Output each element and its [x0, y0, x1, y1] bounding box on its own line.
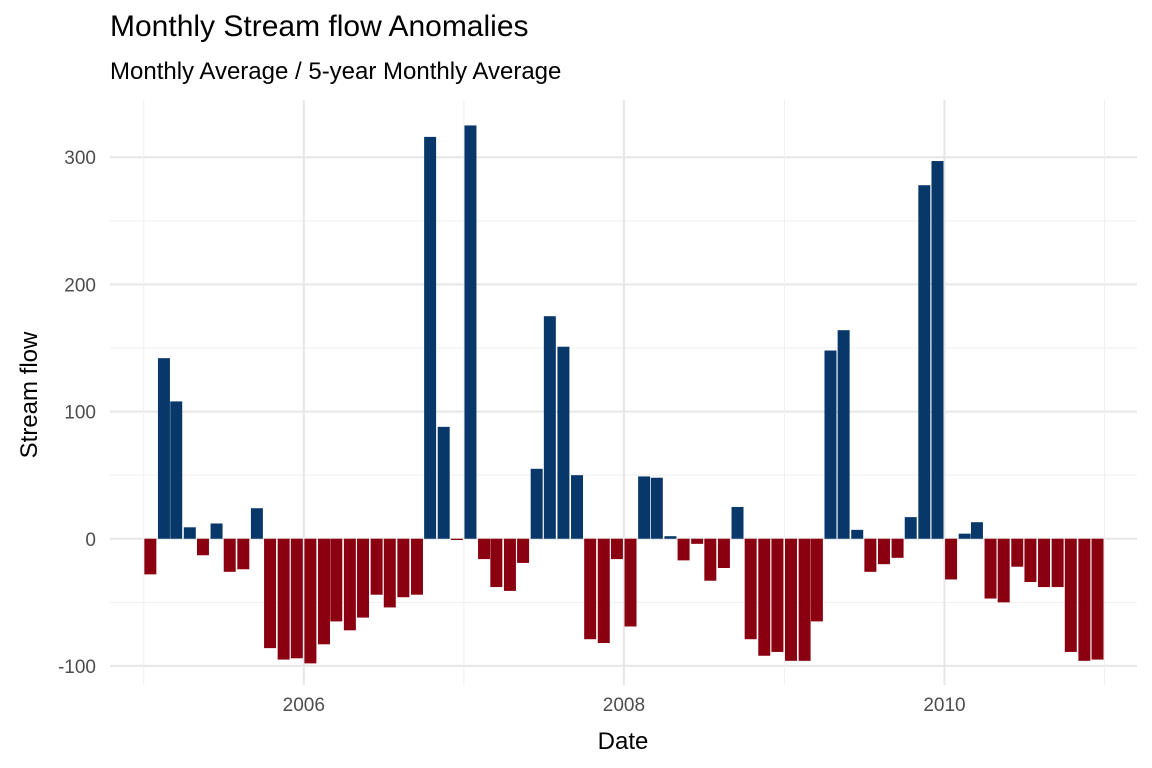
- bar-2005-10: [264, 538, 277, 649]
- bar-2008-07: [704, 538, 717, 581]
- bar-2009-08: [877, 538, 890, 565]
- bar-2006-05: [357, 538, 370, 618]
- y-tick-label: 100: [64, 403, 96, 424]
- bar-2007-02: [478, 538, 491, 560]
- bar-2006-08: [397, 538, 410, 598]
- bar-2006-09: [410, 538, 423, 595]
- bar-2009-07: [864, 538, 877, 572]
- bar-2010-06: [1011, 538, 1024, 567]
- bar-2008-12: [771, 538, 784, 652]
- bar-2006-07: [383, 538, 396, 608]
- bar-2005-08: [237, 538, 250, 570]
- bar-2008-10: [744, 538, 757, 640]
- bar-2007-03: [490, 538, 503, 588]
- y-tick-label: -100: [58, 657, 96, 678]
- bar-2007-06: [530, 468, 543, 539]
- y-tick-label: 300: [64, 148, 96, 169]
- bar-2008-05: [677, 538, 690, 561]
- bars: [144, 125, 1104, 664]
- x-tick-label: 2006: [283, 695, 325, 716]
- bar-2005-03: [170, 401, 183, 539]
- bar-2010-11: [1078, 538, 1091, 661]
- bar-2010-04: [984, 538, 997, 599]
- bar-2009-05: [837, 330, 850, 539]
- bar-2008-08: [717, 538, 730, 568]
- bar-2009-04: [824, 350, 837, 539]
- bar-2007-04: [503, 538, 516, 591]
- bar-2007-12: [610, 538, 623, 560]
- bar-2006-04: [343, 538, 356, 631]
- bar-2008-09: [731, 506, 744, 539]
- bar-2009-02: [798, 538, 811, 661]
- bar-2006-10: [424, 136, 437, 539]
- bar-2006-01: [304, 538, 317, 664]
- bar-2005-09: [250, 508, 263, 539]
- bar-2007-07: [543, 316, 556, 539]
- bar-2008-11: [758, 538, 771, 656]
- bar-2006-12: [450, 538, 463, 541]
- bar-2007-11: [597, 538, 610, 644]
- x-tick-label: 2010: [923, 695, 965, 716]
- bar-2005-05: [196, 538, 209, 556]
- bar-2006-03: [330, 538, 343, 622]
- bar-2010-01: [945, 538, 958, 580]
- x-axis-label: Date: [598, 728, 649, 755]
- y-tick-label: 0: [85, 530, 96, 551]
- bar-2008-04: [664, 536, 677, 539]
- bar-2005-01: [144, 538, 157, 575]
- bar-2009-11: [918, 185, 931, 539]
- bar-2010-09: [1051, 538, 1064, 588]
- x-tick-label: 2008: [603, 695, 645, 716]
- bar-2007-09: [571, 475, 584, 539]
- bar-2005-12: [290, 538, 303, 659]
- bar-2010-03: [970, 522, 983, 539]
- bar-2005-06: [210, 523, 223, 539]
- bar-2008-06: [691, 538, 704, 544]
- tick-labels: -100 0 100 200 300 2006 2008 2010: [58, 148, 966, 716]
- bar-2010-05: [997, 538, 1010, 603]
- chart-subtitle: Monthly Average / 5-year Monthly Average: [110, 58, 562, 85]
- bar-2007-01: [464, 125, 477, 539]
- bar-2007-10: [584, 538, 597, 640]
- bar-2009-03: [810, 538, 823, 622]
- bar-2006-02: [318, 538, 330, 645]
- chart-title: Monthly Stream flow Anomalies: [110, 10, 529, 43]
- bar-2009-01: [785, 538, 798, 661]
- bar-2008-01: [624, 538, 637, 627]
- bar-2007-05: [517, 538, 530, 563]
- y-axis-label: Stream flow: [16, 331, 43, 458]
- bar-2008-02: [638, 476, 651, 539]
- bar-2010-02: [958, 533, 971, 539]
- grid: [110, 100, 1137, 685]
- bar-2005-04: [183, 527, 196, 539]
- bar-2009-06: [851, 529, 864, 539]
- bar-2005-11: [277, 538, 290, 660]
- bar-2009-12: [931, 161, 944, 539]
- bar-2010-10: [1064, 538, 1077, 652]
- y-tick-label: 200: [64, 275, 96, 296]
- bar-2005-02: [157, 358, 170, 539]
- bar-2009-10: [904, 517, 917, 539]
- bar-2007-08: [557, 346, 570, 539]
- bar-2009-09: [891, 538, 904, 558]
- bar-2010-08: [1038, 538, 1051, 588]
- bar-2006-11: [437, 426, 450, 539]
- bar-2008-03: [650, 477, 663, 539]
- bar-2010-12: [1091, 538, 1104, 660]
- bar-2005-07: [223, 538, 236, 572]
- bar-2010-07: [1024, 538, 1037, 582]
- bar-2006-06: [370, 538, 383, 595]
